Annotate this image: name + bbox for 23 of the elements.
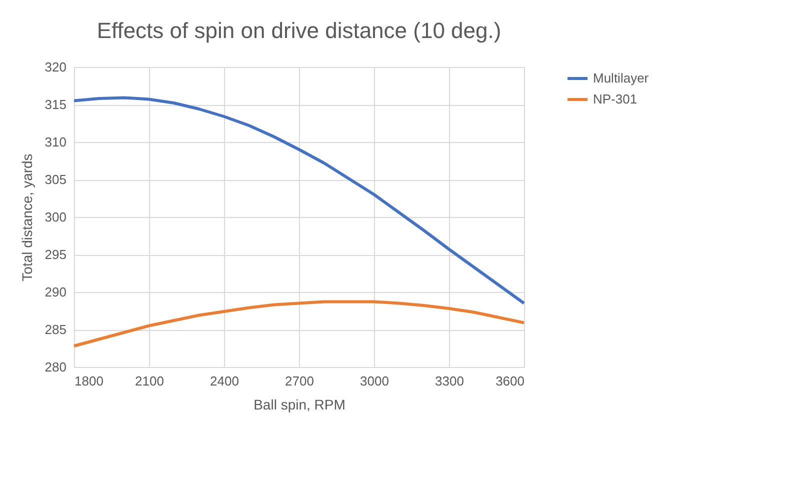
x-tick-label: 2400 bbox=[210, 374, 239, 388]
y-tick-label: 295 bbox=[44, 247, 66, 262]
line-series bbox=[72, 96, 526, 305]
y-tick-label: 305 bbox=[44, 172, 66, 187]
x-tick-label: 3000 bbox=[360, 374, 389, 388]
y-axis-title: Total distance, yards bbox=[18, 154, 35, 282]
x-tick-label: 3300 bbox=[435, 374, 464, 388]
y-tick-label: 285 bbox=[44, 322, 66, 337]
x-tick-label: 1800 bbox=[74, 374, 104, 388]
y-tick-label: 315 bbox=[44, 97, 66, 112]
y-tick-label: 310 bbox=[44, 134, 66, 150]
y-tick-label: 280 bbox=[44, 360, 66, 374]
y-tick-label: 290 bbox=[44, 284, 66, 300]
legend-label: NP-301 bbox=[593, 92, 638, 106]
x-axis-title: Ball spin, RPM bbox=[254, 396, 346, 412]
x-tick-label: 3600 bbox=[496, 374, 524, 388]
x-tick-label: 2700 bbox=[285, 374, 314, 388]
y-tick-label: 300 bbox=[44, 210, 66, 224]
chart-title: Effects of spin on drive distance (10 deg.) bbox=[96, 18, 502, 43]
x-tick-label: 2100 bbox=[135, 374, 164, 388]
y-tick-label: 320 bbox=[44, 60, 66, 74]
legend-label: Multilayer bbox=[593, 70, 650, 86]
line-series bbox=[72, 300, 526, 348]
